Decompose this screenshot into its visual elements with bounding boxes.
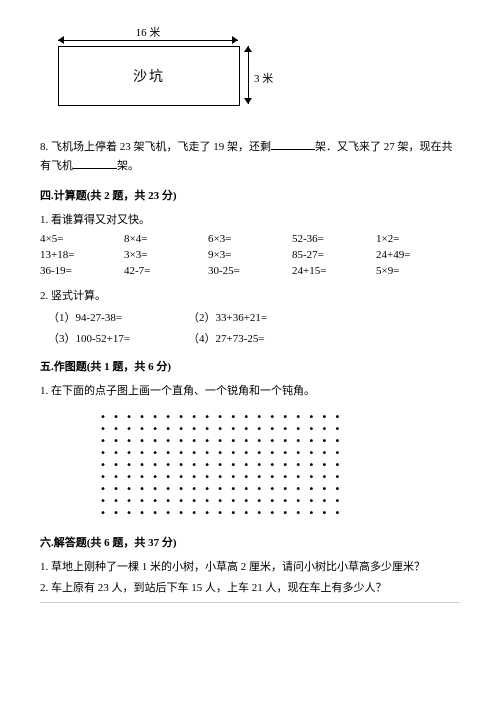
sec4-sub1: 1. 看谁算得又对又快。 bbox=[40, 211, 460, 227]
calc-cell: 36-19= bbox=[40, 265, 124, 277]
vert-cell: （2）33+36+21= bbox=[188, 309, 328, 325]
sec6-q1: 1. 草地上刚种了一棵 1 米的小树，小草高 2 厘米，请问小树比小草高多少厘米… bbox=[40, 558, 460, 577]
vertical-calc-list: （1）94-27-38=（2）33+36+21=（3）100-52+17=（4）… bbox=[40, 309, 460, 346]
dot-row: ••••••••••••••••••• bbox=[100, 448, 460, 460]
sec6-q2: 2. 车上原有 23 人，到站后下车 15 人，上车 21 人，现在车上有多少人… bbox=[40, 579, 460, 598]
width-dimension-line bbox=[58, 36, 238, 44]
blank bbox=[271, 138, 315, 150]
calc-grid: 4×5=8×4=6×3=52-36=1×2= 13+18=3×3=9×3=85-2… bbox=[40, 233, 460, 277]
dot-row: ••••••••••••••••••• bbox=[100, 424, 460, 436]
calc-cell: 42-7= bbox=[124, 265, 208, 277]
vert-cell: （1）94-27-38= bbox=[48, 309, 188, 325]
calc-row: 13+18=3×3=9×3=85-27=24+49= bbox=[40, 249, 460, 261]
calc-cell: 24+15= bbox=[292, 265, 376, 277]
dot-row: ••••••••••••••••••• bbox=[100, 412, 460, 424]
vert-row: （3）100-52+17=（4）27+73-25= bbox=[48, 330, 460, 346]
calc-cell: 4×5= bbox=[40, 233, 124, 245]
section-5-title: 五.作图题(共 1 题，共 6 分) bbox=[40, 358, 460, 374]
calc-cell: 6×3= bbox=[208, 233, 292, 245]
vert-cell: （3）100-52+17= bbox=[48, 330, 188, 346]
sec5-sub1: 1. 在下面的点子图上画一个直角、一个锐角和一个钝角。 bbox=[40, 382, 460, 398]
calc-cell: 24+49= bbox=[376, 249, 460, 261]
sec4-sub2: 2. 竖式计算。 bbox=[40, 287, 460, 303]
calc-cell: 3×3= bbox=[124, 249, 208, 261]
q8-text-a: 8. 飞机场上停着 23 架飞机，飞走了 19 架，还剩 bbox=[40, 141, 271, 153]
calc-cell: 1×2= bbox=[376, 233, 460, 245]
calc-cell: 85-27= bbox=[292, 249, 376, 261]
calc-cell: 8×4= bbox=[124, 233, 208, 245]
vert-row: （1）94-27-38=（2）33+36+21= bbox=[48, 309, 460, 325]
calc-cell: 30-25= bbox=[208, 265, 292, 277]
footer-line bbox=[40, 602, 460, 603]
dot-row: ••••••••••••••••••• bbox=[100, 460, 460, 472]
sandpit-box: 沙坑 bbox=[58, 46, 240, 106]
dot-row: ••••••••••••••••••• bbox=[100, 472, 460, 484]
calc-row: 4×5=8×4=6×3=52-36=1×2= bbox=[40, 233, 460, 245]
dot-row: ••••••••••••••••••• bbox=[100, 508, 460, 520]
question-8: 8. 飞机场上停着 23 架飞机，飞走了 19 架，还剩架．又飞来了 27 架，… bbox=[40, 138, 460, 175]
sandpit-diagram: 16 米 沙坑 3 米 bbox=[40, 20, 460, 120]
height-dimension-line bbox=[244, 46, 252, 104]
dot-row: ••••••••••••••••••• bbox=[100, 436, 460, 448]
calc-cell: 13+18= bbox=[40, 249, 124, 261]
sandpit-label: 沙坑 bbox=[133, 66, 165, 86]
blank bbox=[73, 157, 117, 169]
dot-grid: ••••••••••••••••••••••••••••••••••••••••… bbox=[100, 412, 460, 520]
dot-row: ••••••••••••••••••• bbox=[100, 484, 460, 496]
calc-row: 36-19=42-7=30-25=24+15=5×9= bbox=[40, 265, 460, 277]
q8-text-c: 架。 bbox=[117, 160, 139, 172]
calc-cell: 5×9= bbox=[376, 265, 460, 277]
dot-row: ••••••••••••••••••• bbox=[100, 496, 460, 508]
section-6-title: 六.解答题(共 6 题，共 37 分) bbox=[40, 534, 460, 550]
calc-cell: 52-36= bbox=[292, 233, 376, 245]
height-label: 3 米 bbox=[254, 70, 273, 86]
calc-cell: 9×3= bbox=[208, 249, 292, 261]
section-4-title: 四.计算题(共 2 题，共 23 分) bbox=[40, 187, 460, 203]
vert-cell: （4）27+73-25= bbox=[188, 330, 328, 346]
